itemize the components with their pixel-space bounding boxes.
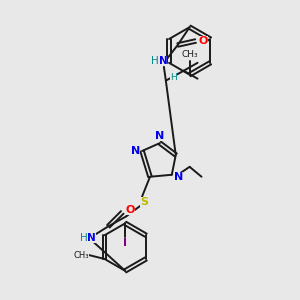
- Text: N: N: [87, 233, 96, 243]
- Text: N: N: [174, 172, 183, 182]
- Text: I: I: [123, 238, 127, 248]
- Text: CH₃: CH₃: [73, 250, 88, 260]
- Text: N: N: [158, 56, 167, 66]
- Text: CH₃: CH₃: [181, 50, 198, 59]
- Text: H: H: [151, 56, 159, 66]
- Text: O: O: [199, 36, 208, 46]
- Text: N: N: [155, 131, 164, 141]
- Text: S: S: [140, 196, 148, 206]
- Text: N: N: [130, 146, 140, 156]
- Text: O: O: [125, 206, 135, 215]
- Text: H: H: [170, 73, 177, 82]
- Text: H: H: [80, 233, 88, 243]
